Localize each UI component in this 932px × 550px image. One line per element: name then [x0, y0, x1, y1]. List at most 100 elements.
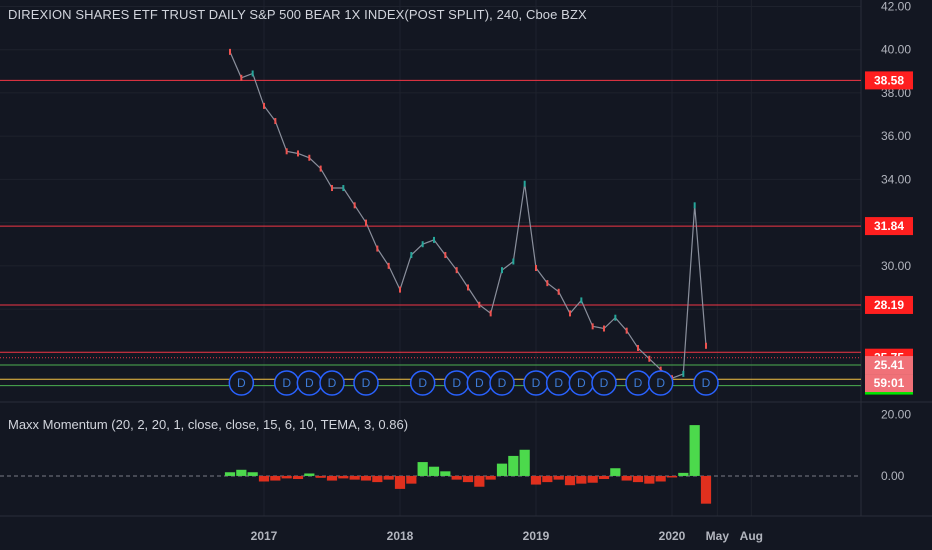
price-candle [410, 252, 413, 259]
dividend-marker-label: D [328, 376, 337, 390]
price-tag-label: 31.84 [874, 219, 904, 233]
momentum-bar [474, 475, 485, 487]
momentum-bar [224, 472, 236, 476]
momentum-bar [247, 472, 258, 476]
dividend-marker-icon[interactable] [591, 370, 617, 396]
dividend-marker-label: D [634, 376, 643, 390]
price-tick-label: 30.00 [881, 259, 911, 273]
momentum-bar [326, 475, 338, 481]
dividend-marker-label: D [237, 376, 246, 390]
momentum-bar [406, 475, 417, 484]
dividend-marker-label: D [305, 376, 314, 390]
price-candle [308, 154, 311, 161]
momentum-bar [700, 475, 712, 504]
dividend-marker-icon[interactable] [319, 370, 345, 396]
momentum-bar [304, 473, 315, 476]
price-candle [285, 148, 288, 155]
price-candle [489, 310, 492, 317]
time-tick-label: May [706, 529, 730, 543]
price-candle [365, 219, 367, 226]
momentum-bar [678, 472, 689, 476]
price-candle [274, 118, 277, 125]
price-candle [297, 150, 299, 157]
dividend-marker-icon[interactable] [489, 370, 515, 396]
chart-title: DIREXION SHARES ETF TRUST DAILY S&P 500 … [8, 7, 587, 22]
price-candle [376, 245, 379, 252]
momentum-bar [542, 475, 553, 483]
time-tick-label: Aug [740, 529, 763, 543]
dividend-marker-icon[interactable] [693, 370, 719, 396]
price-candle [331, 185, 333, 192]
dividend-marker-label: D [475, 376, 484, 390]
momentum-bar [519, 449, 530, 476]
dividend-marker-label: D [600, 376, 609, 390]
price-candle [603, 325, 605, 332]
momentum-tick-label: 0.00 [881, 469, 905, 483]
momentum-bar [372, 475, 383, 483]
price-candle [512, 258, 515, 265]
price-candle [455, 267, 458, 274]
momentum-bar [281, 475, 292, 479]
price-tag [865, 217, 913, 236]
price-tick-label: 34.00 [881, 172, 911, 186]
momentum-bar [598, 475, 610, 480]
price-candle [421, 241, 424, 248]
momentum-bar [530, 475, 542, 485]
dividend-marker-icon[interactable] [228, 370, 255, 396]
price-candle [546, 280, 549, 287]
price-candle [705, 342, 707, 349]
momentum-bar [621, 475, 632, 481]
price-candle [569, 310, 571, 317]
price-candle [240, 74, 243, 81]
price-candle [353, 202, 356, 209]
indicator-title: Maxx Momentum (20, 2, 20, 1, close, clos… [8, 417, 409, 432]
price-candle [637, 344, 639, 351]
price-tick-label: 38.00 [881, 86, 911, 100]
price-candle [433, 236, 435, 243]
price-candle [229, 48, 231, 55]
dividend-marker-label: D [554, 376, 563, 390]
price-tag [865, 356, 913, 375]
momentum-bar [485, 475, 496, 480]
dividend-marker-label: D [577, 376, 586, 390]
momentum-bar [462, 475, 474, 483]
price-candle [535, 265, 537, 271]
momentum-bar [394, 475, 406, 489]
momentum-bar [689, 425, 700, 476]
price-candle [693, 202, 696, 209]
momentum-bar [417, 462, 428, 476]
momentum-bar [383, 475, 394, 480]
momentum-bar [315, 475, 326, 478]
price-candle [387, 262, 390, 269]
momentum-bar [610, 468, 621, 476]
momentum-tick-label: 20.00 [881, 407, 911, 421]
price-candle [523, 180, 526, 187]
price-candle [625, 327, 628, 334]
time-tick-label: 2017 [251, 529, 278, 543]
dividend-marker-label: D [362, 376, 371, 390]
momentum-bar [451, 475, 462, 480]
price-candle [342, 185, 345, 192]
price-tag [865, 295, 913, 314]
dividend-marker-icon[interactable] [409, 370, 436, 396]
momentum-bar [632, 475, 644, 483]
price-candle [580, 297, 583, 304]
dividend-marker-icon[interactable] [647, 370, 674, 396]
dividend-marker-label: D [282, 376, 291, 390]
price-candle [648, 355, 651, 362]
momentum-bar [292, 475, 304, 480]
momentum-bar [564, 475, 576, 486]
momentum-bar [258, 475, 270, 482]
price-candle [467, 284, 469, 291]
price-tick-label: 40.00 [881, 43, 911, 57]
momentum-bar [338, 475, 349, 479]
dividend-marker-label: D [656, 376, 665, 390]
time-tick-label: 2019 [523, 529, 550, 543]
momentum-bar [508, 455, 519, 476]
price-tag-label: 38.58 [874, 73, 904, 87]
price-candle [263, 102, 265, 109]
dividend-marker-icon[interactable] [353, 370, 379, 396]
